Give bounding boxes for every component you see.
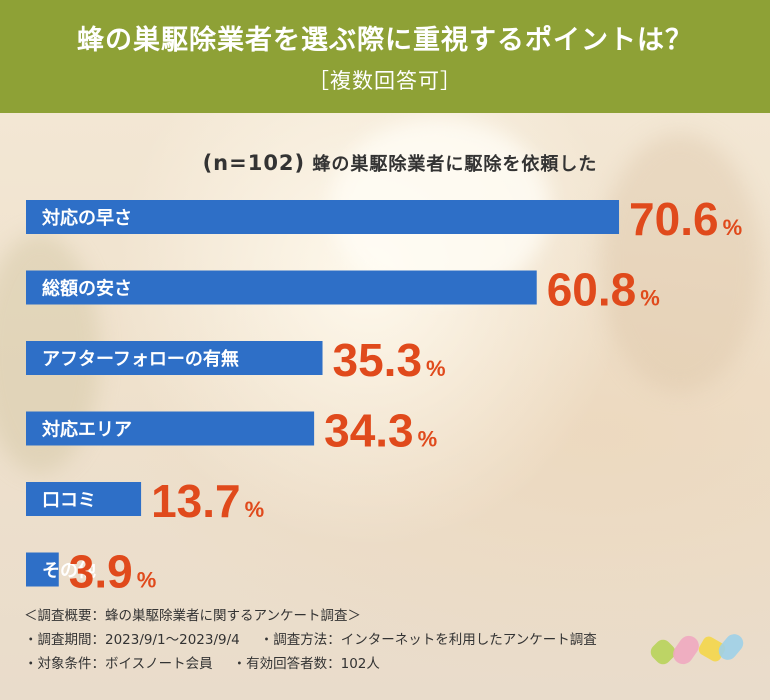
logo-shape-3	[718, 634, 744, 660]
logo-shape-1	[673, 635, 699, 665]
group-label: 蜂の巣駆除業者に駆除を依頼した	[312, 154, 598, 175]
category-label-3: 対応エリア	[41, 419, 132, 441]
chart-area: (n=102) 蜂の巣駆除業者に駆除を依頼した 対応の早さ 70.6% 総額の安さ 6…	[0, 113, 770, 700]
bar-chart: 対応の早さ 70.6 % 総額の安さ 60.8 % アフターフォローの有無 35.3 % 対応エリ…	[26, 193, 742, 598]
category-label-5: その他	[42, 560, 96, 582]
notes-period: ・調査期間：2023/9/1〜2023/9/4	[24, 632, 240, 648]
logo-shape-0	[650, 639, 676, 665]
background-shadow	[600, 133, 760, 393]
value-label-0: 70.6%	[629, 193, 742, 245]
notes-count: ・有効回答者数：102人	[232, 656, 380, 672]
bar-2	[26, 341, 323, 375]
notes-heading: ＜調査概要：蜂の巣駆除業者に関するアンケート調査＞	[24, 608, 361, 624]
logo-shape-2	[698, 636, 726, 662]
chart-title: 蜂の巣駆除業者を選ぶ際に重視するポイントは？	[77, 25, 693, 56]
bar-0	[26, 200, 620, 234]
bar-1	[26, 270, 537, 305]
notes-method: ・調査方法：インターネットを利用したアンケート調査	[259, 632, 597, 648]
bar-5	[26, 552, 59, 587]
chart-header: 蜂の巣駆除業者を選ぶ際に重視するポイントは？ ［複数回答可］	[0, 0, 770, 113]
bar-3	[26, 411, 315, 446]
sample-size: (n=102)	[202, 151, 306, 175]
bar-4	[26, 482, 142, 516]
value-label-5: 3.9%	[69, 546, 157, 598]
category-label-2: アフターフォローの有無	[42, 348, 239, 370]
notes-target: ・対象条件：ボイスノート会員	[24, 656, 213, 672]
brand-logo	[650, 634, 744, 665]
category-label-4: 口コミ	[42, 490, 96, 511]
value-label-3: 34.3%	[324, 405, 437, 457]
value-label-4: 13.7%	[151, 475, 264, 527]
value-label-1: 60.8%	[547, 264, 660, 316]
value-label-2: 35.3%	[333, 334, 446, 386]
sample-label: (n=102) 蜂の巣駆除業者に駆除を依頼した	[140, 150, 660, 176]
category-label-0: 対応の早さ	[41, 207, 132, 229]
chart-subtitle: ［複数回答可］	[308, 69, 462, 93]
survey-notes: ＜調査概要：蜂の巣駆除業者に関するアンケート調査＞ ・調査期間：2023/9/1…	[24, 604, 644, 676]
category-label-1: 総額の安さ	[42, 278, 132, 300]
